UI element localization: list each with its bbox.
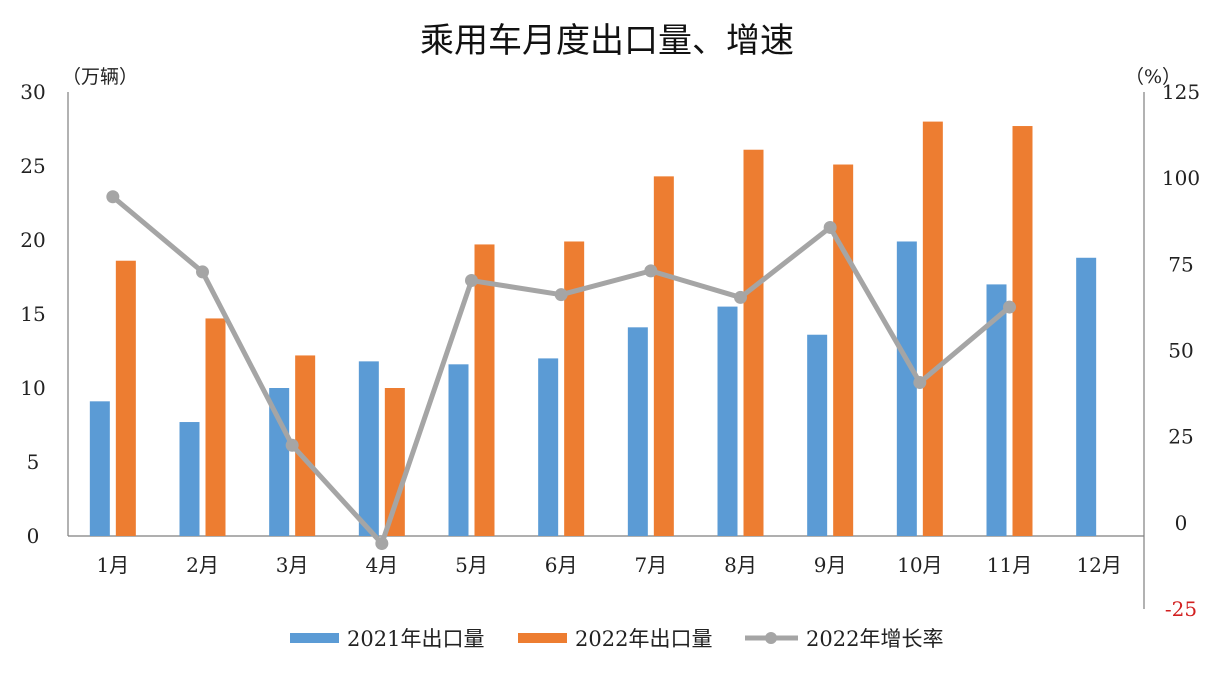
axes — [67, 92, 1145, 609]
x-category-label: 4月 — [365, 553, 398, 577]
y-left-tick-label: 0 — [27, 524, 40, 548]
x-category-label: 10月 — [897, 553, 942, 577]
bar-2022年出口量 — [295, 355, 316, 536]
x-category-label: 2月 — [186, 553, 219, 577]
growth-line-layer — [106, 190, 1016, 551]
bar-2022年出口量 — [115, 260, 136, 536]
growth-rate-point — [913, 376, 927, 390]
x-category-label: 8月 — [724, 553, 757, 577]
bar-2022年出口量 — [564, 241, 585, 537]
growth-rate-point — [1003, 300, 1016, 314]
x-category-label: 9月 — [814, 553, 847, 577]
y-right-tick-label: 125 — [1162, 80, 1200, 104]
bar-2022年出口量 — [384, 388, 405, 536]
growth-rate-line — [111, 194, 1012, 547]
bar-2022年出口量 — [833, 164, 854, 536]
bars — [89, 121, 1097, 537]
growth-rate-point — [823, 220, 837, 234]
y-left-tick-label: 30 — [20, 80, 45, 104]
x-category-label: 7月 — [634, 553, 667, 577]
bar-2021年出口量 — [986, 284, 1007, 536]
bar-2021年出口量 — [179, 422, 200, 536]
y-right-tick-label: 100 — [1162, 166, 1200, 190]
bar-2022年出口量 — [205, 318, 226, 536]
bar-2021年出口量 — [717, 306, 738, 536]
bar-2021年出口量 — [807, 334, 828, 536]
bar-2021年出口量 — [1076, 257, 1097, 536]
legend-swatch-2022 — [518, 633, 567, 643]
y-left-tick-label: 20 — [20, 228, 45, 252]
y-right-tick-label: 25 — [1168, 425, 1193, 449]
y-right-tick-label: -25 — [1165, 597, 1197, 621]
left-axis-unit: （万辆） — [62, 66, 138, 88]
y-left-tick-label: 15 — [20, 302, 45, 326]
legend-label-growth: 2022年增长率 — [806, 627, 943, 651]
y-left-tick-label: 25 — [20, 154, 45, 178]
x-category-label: 5月 — [455, 553, 488, 577]
x-category-label: 6月 — [545, 553, 578, 577]
chart-title: 乘用车月度出口量、增速 — [420, 21, 794, 61]
right-axis-unit: （%） — [1125, 66, 1181, 88]
legend: 2021年出口量 2022年出口量 2022年增长率 — [290, 627, 943, 651]
bar-2021年出口量 — [538, 358, 559, 536]
growth-rate-point — [644, 264, 658, 278]
bar-2022年出口量 — [922, 121, 943, 536]
x-category-label: 1月 — [96, 553, 129, 577]
bar-2021年出口量 — [358, 361, 379, 536]
bar-2022年出口量 — [1012, 126, 1033, 536]
growth-rate-point — [375, 537, 389, 551]
growth-rate-point — [734, 290, 747, 304]
bar-2022年出口量 — [653, 176, 674, 537]
bar-2021年出口量 — [89, 401, 110, 536]
y-right-tick-label: 75 — [1168, 252, 1193, 276]
legend-swatch-2021 — [290, 633, 339, 643]
y-left-tick-label: 5 — [27, 450, 40, 474]
y-right-tick-label: 50 — [1168, 339, 1193, 363]
growth-rate-point — [554, 288, 568, 302]
bar-2022年出口量 — [743, 149, 764, 536]
x-category-label: 11月 — [987, 553, 1032, 577]
tick-labels: 0 5 10 15 20 25 30 -25 0 25 50 75 100 125 1月 2月 3月 4月 5月 6月… — [20, 80, 1200, 621]
bar-2022年出口量 — [474, 244, 495, 536]
x-category-label: 3月 — [276, 553, 309, 577]
bar-2021年出口量 — [896, 241, 917, 537]
y-right-tick-label: 0 — [1175, 511, 1188, 535]
growth-rate-point — [196, 265, 209, 279]
legend-label-2021: 2021年出口量 — [347, 627, 484, 651]
bar-2021年出口量 — [448, 364, 469, 536]
legend-marker-growth — [765, 632, 777, 644]
y-left-tick-label: 10 — [20, 376, 45, 400]
legend-label-2022: 2022年出口量 — [575, 627, 712, 651]
growth-rate-point — [285, 438, 299, 452]
growth-rate-point — [465, 274, 478, 288]
x-category-label: 12月 — [1076, 553, 1121, 577]
growth-rate-point — [106, 190, 120, 204]
bar-2021年出口量 — [627, 327, 648, 536]
